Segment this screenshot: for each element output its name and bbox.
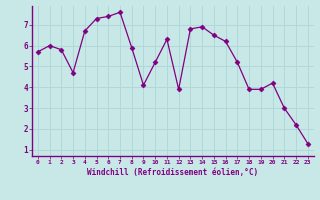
X-axis label: Windchill (Refroidissement éolien,°C): Windchill (Refroidissement éolien,°C) xyxy=(87,168,258,177)
